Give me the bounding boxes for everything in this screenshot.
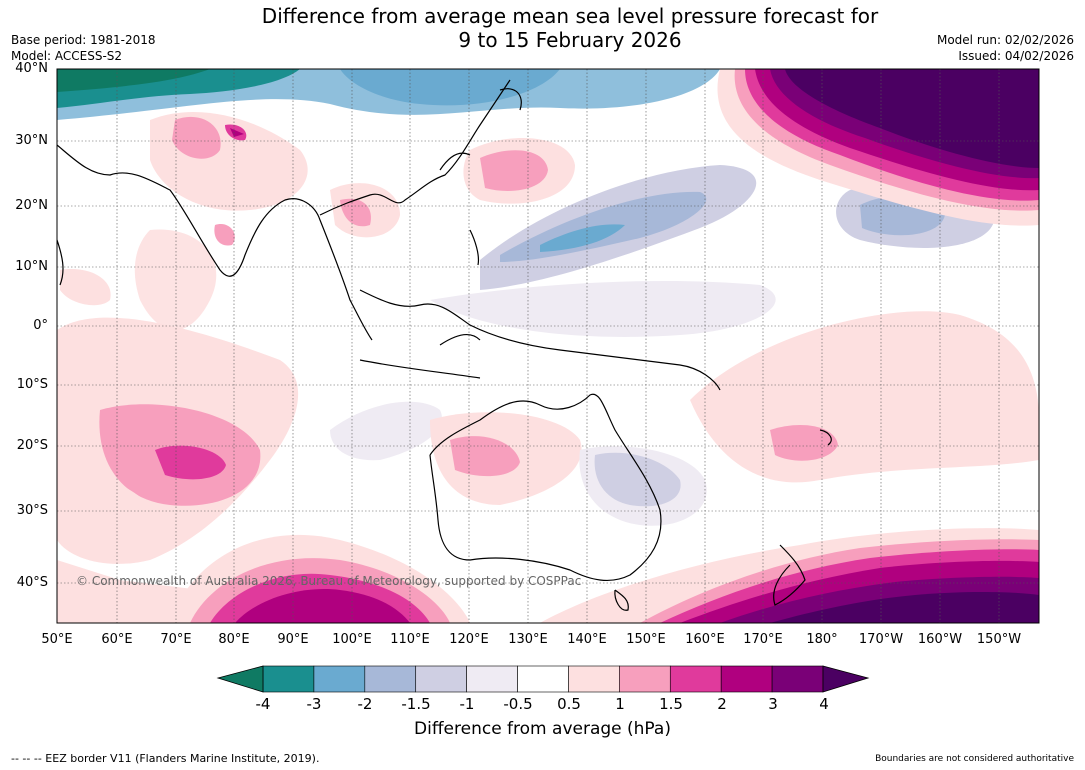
map-frame (56, 68, 1040, 624)
colorbar-tick-label: -2 (357, 695, 373, 713)
lat-label-20n: 20°N (15, 198, 48, 213)
lat-label-30n: 30°N (15, 133, 48, 148)
colorbar-tick-label: -3 (306, 695, 322, 713)
colorbar-tick-label: 2 (717, 695, 727, 713)
eez-border-note: -- -- -- EEZ border V11 (Flanders Marine… (11, 752, 320, 765)
base-period: Base period: 1981-2018 (11, 33, 156, 47)
coastlines (57, 79, 832, 611)
colorbar-cell (262, 665, 315, 693)
colorbar-tick-label: 1.5 (659, 695, 683, 713)
anomaly-field (57, 69, 1039, 623)
colorbar-under-arrow (216, 665, 264, 693)
lon-label-170w: 170°W (858, 632, 904, 647)
lat-label-0: 0° (33, 318, 48, 333)
lon-label-90e: 90°E (277, 632, 309, 647)
model-run: Model run: 02/02/2026 (936, 33, 1074, 47)
colorbar-cells (262, 665, 824, 693)
pressure-anomaly-map (56, 68, 1040, 624)
colorbar-cell (771, 665, 824, 693)
lon-label-50e: 50°E (41, 632, 73, 647)
run-info: Model run: 02/02/2026 Issued: 04/02/2026 (937, 32, 1074, 64)
colorbar-tick-label: -1.5 (401, 695, 431, 713)
colorbar-cell (415, 665, 467, 693)
lon-label-160e: 160°E (685, 632, 725, 647)
colorbar-cell (364, 665, 417, 693)
boundaries-disclaimer: Boundaries are not considered authoritat… (875, 754, 1074, 764)
lon-label-160w: 160°W (917, 632, 963, 647)
chart-title: Difference from average mean sea level p… (240, 4, 900, 52)
colorbar-over-arrow (822, 665, 870, 693)
lat-label-40n: 40°N (15, 61, 48, 76)
colorbar-tick-label: -4 (255, 695, 271, 713)
colorbar-tick-label: -0.5 (503, 695, 533, 713)
lat-label-40s: 40°S (16, 575, 48, 590)
title-line-2: 9 to 15 February 2026 (458, 28, 682, 52)
lon-label-60e: 60°E (101, 632, 133, 647)
copyright-notice: © Commonwealth of Australia 2026, Bureau… (76, 574, 582, 588)
lon-label-110e: 110°E (390, 632, 430, 647)
lon-label-120e: 120°E (449, 632, 489, 647)
colorbar-tick-label: 0.5 (557, 695, 581, 713)
title-line-1: Difference from average mean sea level p… (261, 4, 879, 28)
graticule (56, 69, 1039, 623)
colorbar-tick-label: 4 (819, 695, 829, 713)
colorbar-cell (669, 665, 722, 693)
colorbar-cell (313, 665, 366, 693)
colorbar-tick-label: 3 (768, 695, 778, 713)
lon-label-140e: 140°E (567, 632, 607, 647)
model-name: Model: ACCESS-S2 (11, 49, 123, 63)
colorbar (216, 665, 870, 693)
colorbar-tick-label: -1 (459, 695, 475, 713)
lat-label-30s: 30°S (16, 503, 48, 518)
colorbar-cell (720, 665, 773, 693)
lat-label-10s: 10°S (16, 377, 48, 392)
lon-label-150e: 150°E (626, 632, 666, 647)
issued-date: Issued: 04/02/2026 (958, 49, 1074, 63)
colorbar-title: Difference from average (hPa) (414, 719, 671, 739)
colorbar-cell (619, 665, 671, 693)
colorbar-tick-label: 1 (615, 695, 625, 713)
lat-label-10n: 10°N (15, 259, 48, 274)
colorbar-cell (568, 665, 620, 693)
lon-label-130e: 130°E (508, 632, 548, 647)
lat-label-20s: 20°S (16, 438, 48, 453)
colorbar-cell (517, 665, 569, 693)
colorbar-cell (466, 665, 518, 693)
lon-label-150w: 150°W (976, 632, 1022, 647)
lon-label-170e: 170°E (743, 632, 783, 647)
model-info: Base period: 1981-2018 Model: ACCESS-S2 (11, 32, 156, 64)
lon-label-80e: 80°E (218, 632, 250, 647)
lon-label-100e: 100°E (332, 632, 372, 647)
lon-label-180: 180° (806, 632, 838, 647)
lon-label-70e: 70°E (160, 632, 192, 647)
